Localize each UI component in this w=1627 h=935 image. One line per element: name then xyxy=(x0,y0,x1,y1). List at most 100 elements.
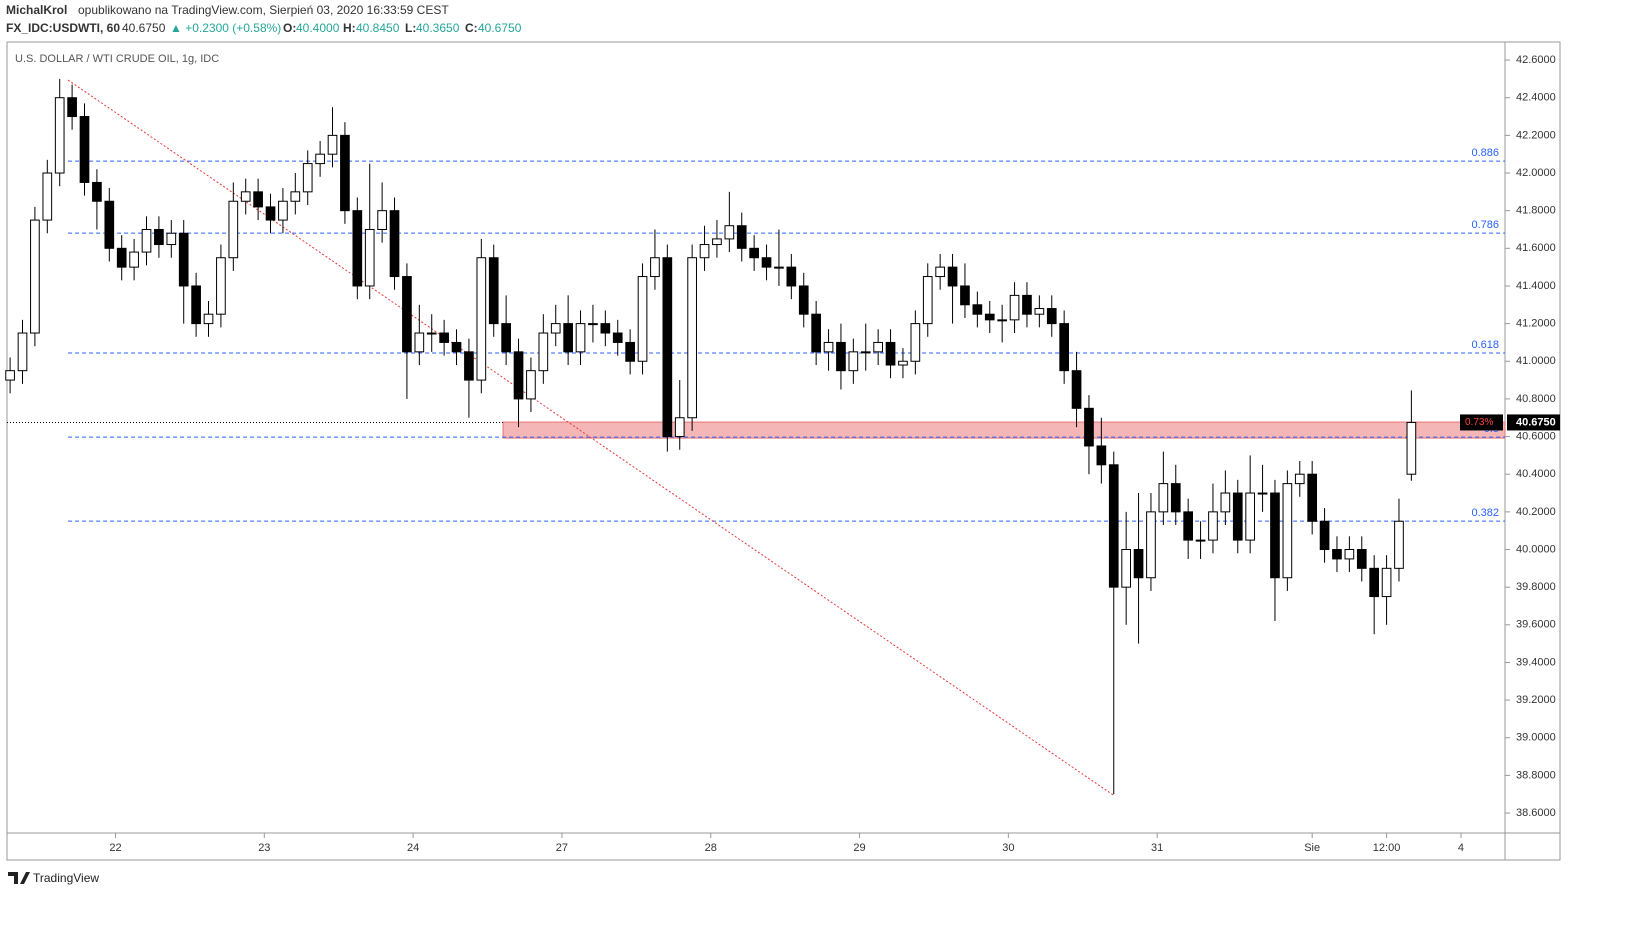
candle-body xyxy=(1183,511,1194,541)
y-tick-label: 38.6000 xyxy=(1516,807,1556,819)
o-label: O: xyxy=(283,21,296,35)
candle-body xyxy=(129,251,139,268)
candle-body xyxy=(253,191,263,208)
y-tick-label: 41.8000 xyxy=(1516,205,1556,217)
candle-body xyxy=(526,370,536,400)
candle-body xyxy=(1096,445,1107,466)
candle-body xyxy=(1046,308,1057,325)
candle-body xyxy=(191,285,201,325)
candle-body xyxy=(687,257,697,419)
fib-label: 0.886 xyxy=(1471,147,1499,159)
trend-line xyxy=(67,79,1114,796)
candle-body xyxy=(1084,407,1094,447)
candle-body xyxy=(674,417,685,438)
candle-body xyxy=(265,206,276,221)
y-tick-label: 39.2000 xyxy=(1516,694,1556,706)
h-value: 40.8450 xyxy=(356,21,400,35)
candle-body xyxy=(79,116,90,183)
candle-body xyxy=(315,153,325,165)
x-tick-label: 24 xyxy=(407,842,419,854)
candle-body xyxy=(377,210,387,230)
l-label: L: xyxy=(405,21,416,35)
fib-label: 0.382 xyxy=(1471,507,1499,519)
y-tick-label: 41.0000 xyxy=(1516,355,1556,367)
chart-title: U.S. DOLLAR / WTI CRUDE OIL, 1g, IDC xyxy=(15,53,219,65)
h-label: H: xyxy=(343,21,356,35)
candle-body xyxy=(960,285,970,306)
frame xyxy=(6,41,1561,861)
candle-body xyxy=(947,266,958,287)
candle-body xyxy=(1158,483,1169,513)
candle-body xyxy=(1034,308,1045,315)
y-tick-label: 41.4000 xyxy=(1516,280,1556,292)
candle-body xyxy=(712,238,722,246)
x-tick-label: 31 xyxy=(1151,842,1163,854)
candle-body xyxy=(625,341,635,362)
candle-body xyxy=(922,276,933,325)
zone xyxy=(502,421,1506,439)
candle-body xyxy=(1270,492,1280,579)
candle-body xyxy=(1108,464,1119,588)
candle-body xyxy=(761,257,772,268)
candle-body xyxy=(240,191,251,202)
candle-body xyxy=(1232,492,1243,541)
candle-body xyxy=(724,225,735,240)
y-tick-label: 39.6000 xyxy=(1516,619,1556,631)
candle-body xyxy=(104,200,115,249)
fib-label: 0.618 xyxy=(1471,339,1499,351)
candle-body xyxy=(1307,473,1318,522)
x-tick-label: 27 xyxy=(556,842,568,854)
c-label: C: xyxy=(465,21,478,35)
candle-body xyxy=(1381,567,1392,598)
candle-body xyxy=(1319,520,1330,551)
symbol: FX_IDC:USDWTI, 60 xyxy=(6,21,120,35)
candle-body xyxy=(1332,549,1342,560)
candle-body xyxy=(550,323,561,334)
candle-body xyxy=(42,172,53,221)
y-tick-label: 38.8000 xyxy=(1516,769,1556,781)
y-tick-label: 41.2000 xyxy=(1516,318,1556,330)
candle-body xyxy=(1257,492,1268,495)
candle-body xyxy=(997,319,1007,322)
o-value: 40.4000 xyxy=(296,21,340,35)
candle-body xyxy=(588,323,598,326)
candle-body xyxy=(364,228,375,287)
candle-body xyxy=(17,332,28,372)
candle-body xyxy=(141,228,152,253)
candle-body xyxy=(30,219,40,334)
candle-body xyxy=(774,266,784,269)
candle-body xyxy=(823,341,834,353)
candle-body xyxy=(1022,294,1032,315)
candle-body xyxy=(637,276,648,362)
x-tick-label: 22 xyxy=(109,842,121,854)
candle-body xyxy=(116,247,127,268)
logo xyxy=(8,872,30,884)
x-tick-label: 30 xyxy=(1002,842,1014,854)
price-label-bg xyxy=(1507,414,1560,431)
candle-body xyxy=(414,332,425,353)
candle-body xyxy=(1294,473,1305,485)
candle-body xyxy=(501,323,511,353)
x-tick-label: 23 xyxy=(258,842,270,854)
x-tick-label: Sie xyxy=(1304,842,1320,854)
published: opublikowano na TradingView.com, Sierpie… xyxy=(78,3,449,17)
x-tick-label: 28 xyxy=(705,842,717,854)
y-tick-label: 40.2000 xyxy=(1516,506,1556,518)
candle-body xyxy=(1394,520,1404,569)
candle-body xyxy=(1282,483,1293,579)
candle-body xyxy=(1208,511,1218,541)
candle-body xyxy=(5,370,15,381)
candle-body xyxy=(1195,539,1206,542)
candle-body xyxy=(1133,549,1144,579)
y-tick-label: 42.0000 xyxy=(1516,167,1556,179)
candle-body xyxy=(92,181,102,202)
candle-body xyxy=(67,97,77,118)
candle-body xyxy=(898,360,908,366)
candle-body xyxy=(1369,567,1380,598)
candle-body xyxy=(278,200,288,221)
fib-label: 0.786 xyxy=(1471,219,1499,231)
candle-body xyxy=(290,191,301,202)
y-tick-label: 39.0000 xyxy=(1516,732,1556,744)
candle-body xyxy=(1245,492,1256,541)
